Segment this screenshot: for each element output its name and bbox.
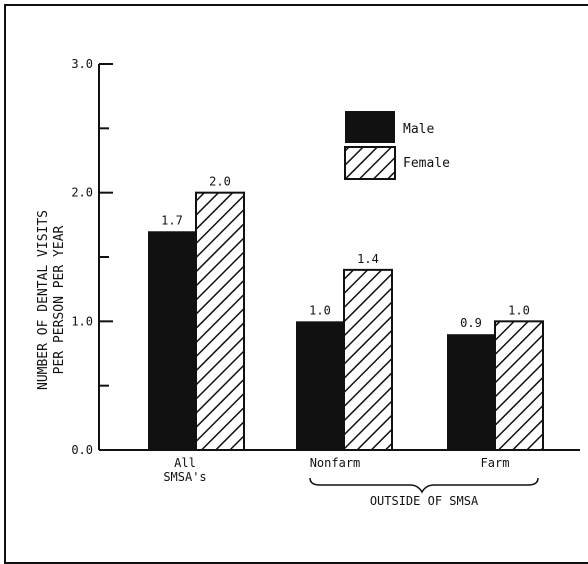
y-tick-label-3: 3.0 — [71, 57, 93, 71]
legend-label-female: Female — [403, 156, 450, 171]
bar-chart: NUMBER OF DENTAL VISITS PER PERSON PER Y… — [36, 57, 580, 508]
bar-male-nonfarm — [296, 321, 344, 450]
category-label-all-line1: All — [174, 456, 196, 470]
y-axis-title-line2: PER PERSON PER YEAR — [52, 225, 67, 374]
y-tick-label-2: 2.0 — [71, 186, 93, 200]
y-axis-ticks — [99, 63, 113, 451]
bars-group — [148, 191, 544, 452]
value-label-male-farm: 0.9 — [460, 316, 482, 330]
category-label-all-line2: SMSA's — [163, 470, 206, 484]
legend: Male Female — [344, 111, 450, 180]
bar-female-all-smsas — [195, 191, 245, 452]
bar-male-farm — [447, 334, 495, 450]
legend-label-male: Male — [403, 122, 434, 137]
value-label-female-farm: 1.0 — [508, 303, 530, 317]
outside-smsa-brace — [309, 477, 539, 494]
y-tick-label-0: 0.0 — [71, 443, 93, 457]
bar-female-farm — [494, 320, 544, 452]
legend-swatch-female — [344, 146, 396, 180]
y-axis-title-line1: NUMBER OF DENTAL VISITS — [36, 210, 51, 390]
value-label-female-all-smsas: 2.0 — [209, 175, 231, 189]
value-label-male-nonfarm: 1.0 — [309, 303, 331, 317]
y-tick-label-1: 1.0 — [71, 314, 93, 328]
value-label-male-all-smsas: 1.7 — [161, 213, 183, 227]
category-label-farm: Farm — [481, 456, 510, 470]
group-label-outside-smsa: OUTSIDE OF SMSA — [370, 494, 479, 508]
bar-male-all-smsas — [148, 231, 196, 450]
legend-swatch-male — [345, 111, 395, 143]
bar-female-nonfarm — [343, 268, 393, 451]
value-label-female-nonfarm: 1.4 — [357, 252, 379, 266]
category-label-nonfarm: Nonfarm — [310, 456, 361, 470]
